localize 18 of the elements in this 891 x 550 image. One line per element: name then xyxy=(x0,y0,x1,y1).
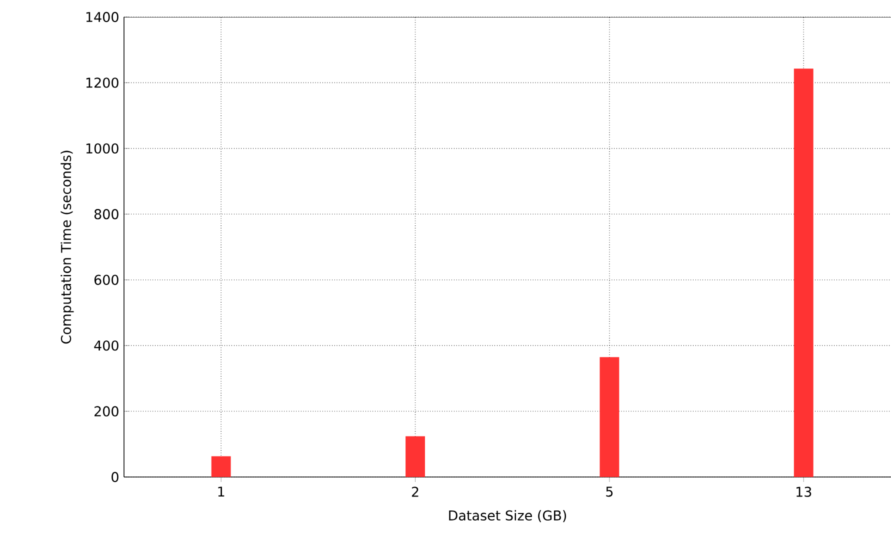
y-tick-label: 400 xyxy=(94,340,118,351)
y-tick-label: 800 xyxy=(94,209,118,220)
x-tick-label: 2 xyxy=(412,486,418,497)
y-tick-label: 200 xyxy=(94,406,118,416)
y-axis-title: Computation Time (seconds) xyxy=(60,150,74,344)
y-tick-label: 1400 xyxy=(86,12,118,22)
bar xyxy=(600,357,620,477)
x-tick-label: 13 xyxy=(796,486,812,497)
y-tick-label: 1000 xyxy=(86,143,118,154)
bar xyxy=(406,436,425,477)
x-tick-label: 5 xyxy=(606,486,613,497)
y-tick-label: 1200 xyxy=(86,78,118,88)
x-axis-title: Dataset Size (GB) xyxy=(449,510,566,522)
bar xyxy=(794,68,814,477)
bar xyxy=(211,456,231,477)
x-tick-label: 1 xyxy=(218,486,224,497)
y-tick-label: 0 xyxy=(112,472,118,482)
y-tick-label: 600 xyxy=(94,274,118,285)
